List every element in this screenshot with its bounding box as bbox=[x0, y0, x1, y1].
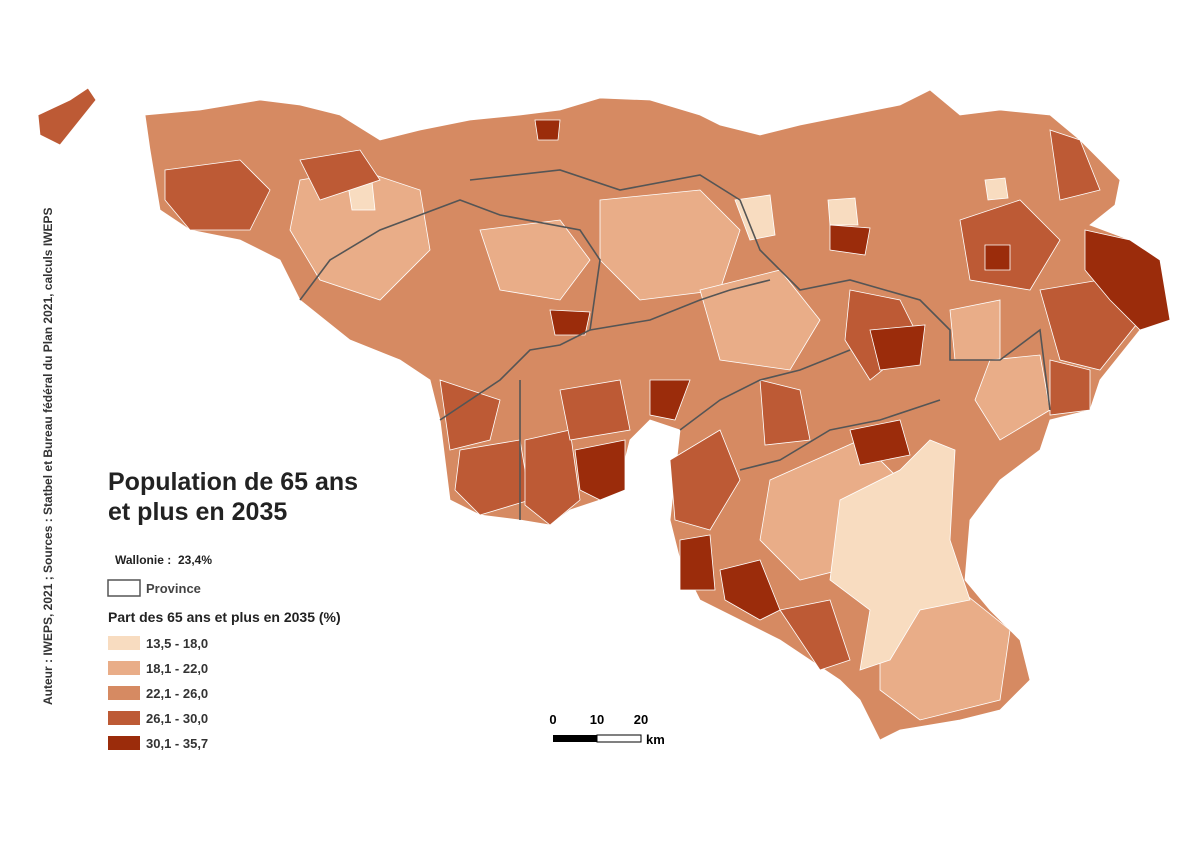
area bbox=[1084, 229, 1171, 331]
area bbox=[1049, 359, 1091, 416]
map bbox=[37, 87, 1171, 741]
province-border bbox=[679, 349, 851, 431]
legend-swatch bbox=[108, 711, 140, 725]
area bbox=[164, 159, 271, 231]
area bbox=[679, 534, 716, 591]
area bbox=[454, 439, 531, 516]
area bbox=[549, 309, 591, 336]
area bbox=[759, 379, 811, 446]
legend-title: Part des 65 ans et plus en 2035 (%) bbox=[108, 609, 341, 625]
area bbox=[869, 324, 926, 371]
province-swatch bbox=[107, 579, 141, 597]
province-label: Province bbox=[146, 581, 201, 596]
title-line: et plus en 2035 bbox=[108, 498, 287, 526]
legend: 13,5 - 18,0 18,1 - 22,0 22,1 - 26,0 26,1 - … bbox=[108, 636, 208, 751]
legend-label: 13,5 - 18,0 bbox=[146, 636, 208, 651]
region-label: Wallonie : bbox=[115, 553, 171, 567]
area bbox=[649, 379, 691, 421]
scale-label: 0 bbox=[549, 712, 556, 727]
province-border bbox=[589, 279, 771, 331]
scale-segment bbox=[553, 735, 597, 742]
legend-label: 18,1 - 22,0 bbox=[146, 661, 208, 676]
area bbox=[524, 429, 581, 526]
area bbox=[829, 224, 871, 256]
legend-label: 26,1 - 30,0 bbox=[146, 711, 208, 726]
area bbox=[829, 439, 971, 671]
province-border bbox=[299, 199, 601, 421]
scale-unit: km bbox=[646, 732, 665, 747]
area bbox=[719, 559, 781, 621]
legend-swatch bbox=[108, 661, 140, 675]
area bbox=[779, 599, 851, 671]
area bbox=[974, 354, 1051, 441]
area bbox=[669, 429, 741, 531]
province-border bbox=[469, 169, 1051, 411]
legend-swatch bbox=[108, 736, 140, 750]
scale-segment bbox=[596, 734, 642, 743]
region-value: 23,4% bbox=[178, 553, 212, 567]
area bbox=[559, 379, 631, 441]
legend-label: 30,1 - 35,7 bbox=[146, 736, 208, 751]
area bbox=[984, 244, 1011, 271]
credit: Auteur : IWEPS, 2021 ; Sources : Statbel… bbox=[41, 208, 55, 706]
scale-bar: 0 10 20 km bbox=[549, 712, 664, 747]
scale-label: 20 bbox=[634, 712, 648, 727]
area bbox=[984, 177, 1009, 201]
area bbox=[699, 269, 821, 371]
area bbox=[299, 149, 381, 201]
legend-label: 22,1 - 26,0 bbox=[146, 686, 208, 701]
province-border bbox=[739, 399, 941, 471]
scale-label: 10 bbox=[590, 712, 604, 727]
area bbox=[827, 197, 859, 226]
legend-swatch bbox=[108, 636, 140, 650]
area bbox=[849, 419, 911, 466]
enclave bbox=[37, 87, 97, 146]
legend-swatch bbox=[108, 686, 140, 700]
area bbox=[734, 194, 776, 241]
area bbox=[534, 119, 561, 141]
area bbox=[479, 219, 591, 301]
area bbox=[574, 439, 626, 501]
area bbox=[949, 299, 1001, 361]
title-line: Population de 65 ans bbox=[108, 468, 358, 496]
area bbox=[1049, 129, 1101, 201]
